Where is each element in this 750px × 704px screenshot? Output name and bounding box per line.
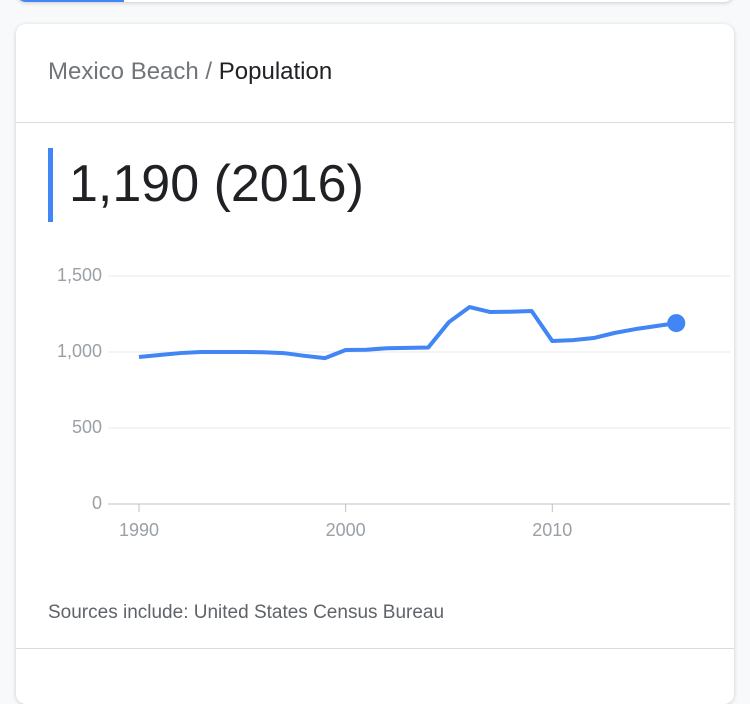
x-tick-label: 2010: [532, 520, 572, 540]
separator: /: [205, 58, 213, 85]
place[interactable]: Mexico Beach: [48, 58, 199, 85]
x-tick-label: 2000: [326, 520, 366, 540]
population-line: [138, 305, 677, 361]
breadcrumb: Mexico Beach / Population: [48, 58, 332, 86]
tab-indicator: [20, 0, 124, 2]
y-tick-label: 1,000: [57, 341, 102, 361]
divider: [16, 648, 734, 649]
topic: Population: [218, 58, 333, 85]
source: Sources include: United States Census Bu…: [48, 602, 445, 623]
y-tick-label: 0: [92, 493, 102, 513]
y-tick-label: 500: [72, 417, 102, 437]
accent-bar: [48, 148, 53, 222]
chart: 0 500 1,000 1,500 1990 2000 2010: [57, 265, 730, 540]
page: Mexico Beach / Population 1,190 (2016) S…: [16, 0, 734, 649]
headline: 1,190 (2016): [69, 155, 364, 213]
prev-card: [16, 0, 734, 2]
last-point: [667, 314, 686, 333]
divider: [16, 122, 734, 123]
population-card: Mexico Beach / Population 1,190 (2016) S…: [16, 24, 734, 704]
x-tick-label: 1990: [119, 520, 159, 540]
y-tick-label: 1,500: [57, 265, 102, 285]
